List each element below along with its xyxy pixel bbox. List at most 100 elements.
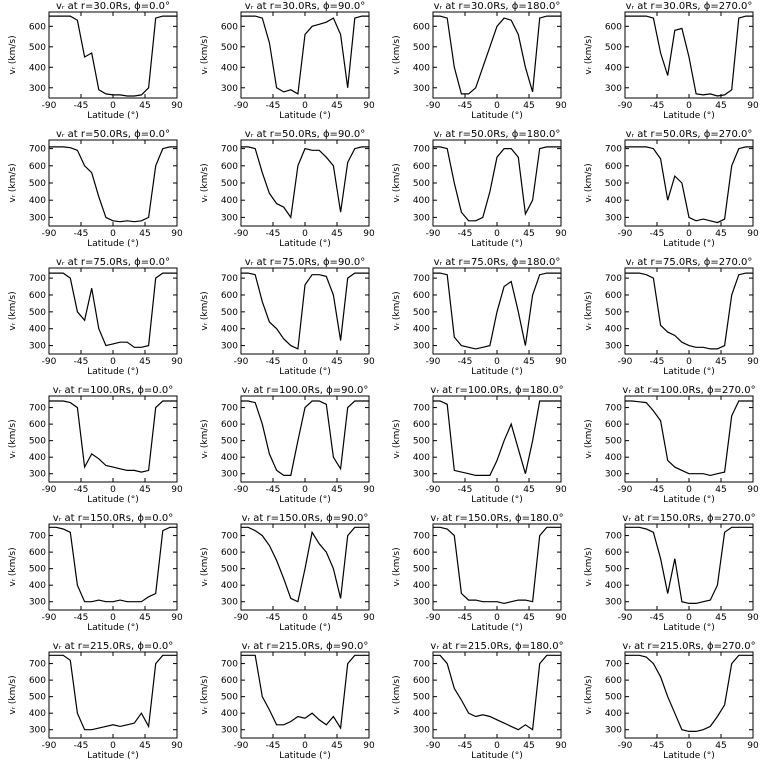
- y-tick-label: 300: [605, 470, 622, 480]
- y-tick-label: 400: [413, 196, 430, 206]
- panel: vᵣ at r=30.0Rs, ϕ=0.0° Latitude (°) vᵣ (km…: [8, 1, 183, 121]
- y-tick-label: 700: [29, 660, 46, 670]
- x-tick-label: 45: [715, 357, 726, 367]
- x-tick-label: -45: [74, 485, 89, 495]
- x-tick-label: 45: [331, 357, 342, 367]
- y-axis-label: vᵣ (km/s): [584, 163, 594, 202]
- y-tick-label: 600: [605, 676, 622, 686]
- y-tick-label: 400: [29, 325, 46, 335]
- x-axis-label: Latitude (°): [471, 751, 522, 761]
- y-tick-label: 300: [413, 598, 430, 608]
- y-tick-label: 400: [29, 709, 46, 719]
- y-tick-label: 600: [605, 420, 622, 430]
- y-tick-label: 600: [29, 548, 46, 558]
- x-tick-label: 90: [747, 357, 759, 367]
- panel-title: vᵣ at r=100.0Rs, ϕ=180.0°: [430, 385, 563, 396]
- panel-title: vᵣ at r=50.0Rs, ϕ=0.0°: [56, 129, 170, 140]
- y-tick-label: 500: [221, 565, 238, 575]
- x-tick-label: -90: [42, 357, 57, 367]
- y-tick-label: 700: [221, 532, 238, 542]
- y-tick-label: 500: [413, 43, 430, 53]
- y-tick-label: 700: [29, 274, 46, 284]
- y-tick-label: 500: [605, 308, 622, 318]
- x-axis-label: Latitude (°): [663, 623, 714, 633]
- y-tick-label: 600: [221, 676, 238, 686]
- panel-title: vᵣ at r=30.0Rs, ϕ=90.0°: [245, 1, 365, 12]
- x-tick-label: 90: [363, 485, 375, 495]
- y-axis-label: vᵣ (km/s): [200, 547, 210, 586]
- panel-title: vᵣ at r=215.0Rs, ϕ=180.0°: [430, 641, 563, 652]
- y-tick-label: 300: [29, 84, 46, 94]
- panel-title: vᵣ at r=215.0Rs, ϕ=270.0°: [622, 641, 755, 652]
- x-tick-label: 0: [302, 613, 308, 623]
- plot-frame: [48, 139, 178, 227]
- y-tick-label: 500: [29, 179, 46, 189]
- x-tick-label: 90: [171, 613, 183, 623]
- x-axis-label: Latitude (°): [471, 111, 522, 121]
- y-tick-label: 500: [29, 437, 46, 447]
- x-axis-label: Latitude (°): [279, 623, 330, 633]
- x-tick-label: -90: [234, 229, 249, 239]
- x-tick-label: 45: [331, 741, 342, 751]
- x-tick-label: 45: [715, 613, 726, 623]
- x-tick-label: 0: [686, 741, 692, 751]
- y-tick-label: 400: [605, 581, 622, 591]
- y-axis-label: vᵣ (km/s): [200, 163, 210, 202]
- x-tick-label: -45: [74, 357, 89, 367]
- y-tick-label: 600: [605, 548, 622, 558]
- x-axis-label: Latitude (°): [663, 751, 714, 761]
- y-tick-label: 600: [413, 291, 430, 301]
- y-tick-label: 400: [413, 453, 430, 463]
- y-axis-label: vᵣ (km/s): [8, 419, 18, 458]
- y-axis-label: vᵣ (km/s): [200, 419, 210, 458]
- x-tick-label: 90: [555, 613, 567, 623]
- y-tick-label: 700: [221, 404, 238, 414]
- x-tick-label: -45: [650, 357, 665, 367]
- y-tick-label: 400: [221, 453, 238, 463]
- y-tick-label: 600: [221, 162, 238, 172]
- plot-frame: [624, 139, 754, 227]
- y-tick-label: 600: [221, 22, 238, 32]
- x-tick-label: 45: [139, 229, 150, 239]
- y-tick-label: 700: [221, 145, 238, 155]
- x-tick-label: 45: [139, 101, 150, 111]
- y-tick-label: 300: [413, 213, 430, 223]
- y-tick-label: 300: [413, 726, 430, 736]
- panel-title: vᵣ at r=75.0Rs, ϕ=270.0°: [626, 257, 753, 268]
- x-tick-label: 0: [110, 229, 116, 239]
- y-tick-label: 300: [221, 213, 238, 223]
- x-tick-label: 90: [747, 229, 759, 239]
- x-tick-label: -45: [74, 741, 89, 751]
- x-tick-label: 90: [171, 229, 183, 239]
- x-tick-label: 90: [363, 741, 375, 751]
- data-line: [625, 400, 753, 477]
- plot-frame: [624, 523, 754, 611]
- x-axis-label: Latitude (°): [279, 111, 330, 121]
- x-tick-label: 45: [523, 357, 534, 367]
- y-axis-label: vᵣ (km/s): [8, 291, 18, 330]
- plot-frame: [48, 523, 178, 611]
- y-tick-label: 600: [29, 291, 46, 301]
- y-tick-label: 400: [221, 196, 238, 206]
- y-tick-label: 300: [413, 84, 430, 94]
- x-tick-label: 0: [302, 741, 308, 751]
- data-line: [625, 15, 753, 97]
- y-tick-label: 700: [221, 660, 238, 670]
- plot-frame: [624, 267, 754, 355]
- panel-title: vᵣ at r=150.0Rs, ϕ=90.0°: [242, 513, 369, 524]
- panel: vᵣ at r=150.0Rs, ϕ=0.0° Latitude (°) vᵣ (k…: [8, 513, 183, 633]
- plot-frame: [432, 139, 562, 227]
- plot-frame: [240, 267, 370, 355]
- data-line: [433, 400, 561, 476]
- y-tick-label: 600: [413, 22, 430, 32]
- x-tick-label: -90: [234, 741, 249, 751]
- y-tick-label: 300: [221, 598, 238, 608]
- y-tick-label: 500: [29, 308, 46, 318]
- x-tick-label: 0: [110, 613, 116, 623]
- y-tick-label: 400: [605, 196, 622, 206]
- y-tick-label: 400: [29, 581, 46, 591]
- panel-title: vᵣ at r=215.0Rs, ϕ=90.0°: [242, 641, 369, 652]
- y-tick-label: 400: [413, 325, 430, 335]
- x-tick-label: 0: [494, 101, 500, 111]
- x-tick-label: 0: [494, 613, 500, 623]
